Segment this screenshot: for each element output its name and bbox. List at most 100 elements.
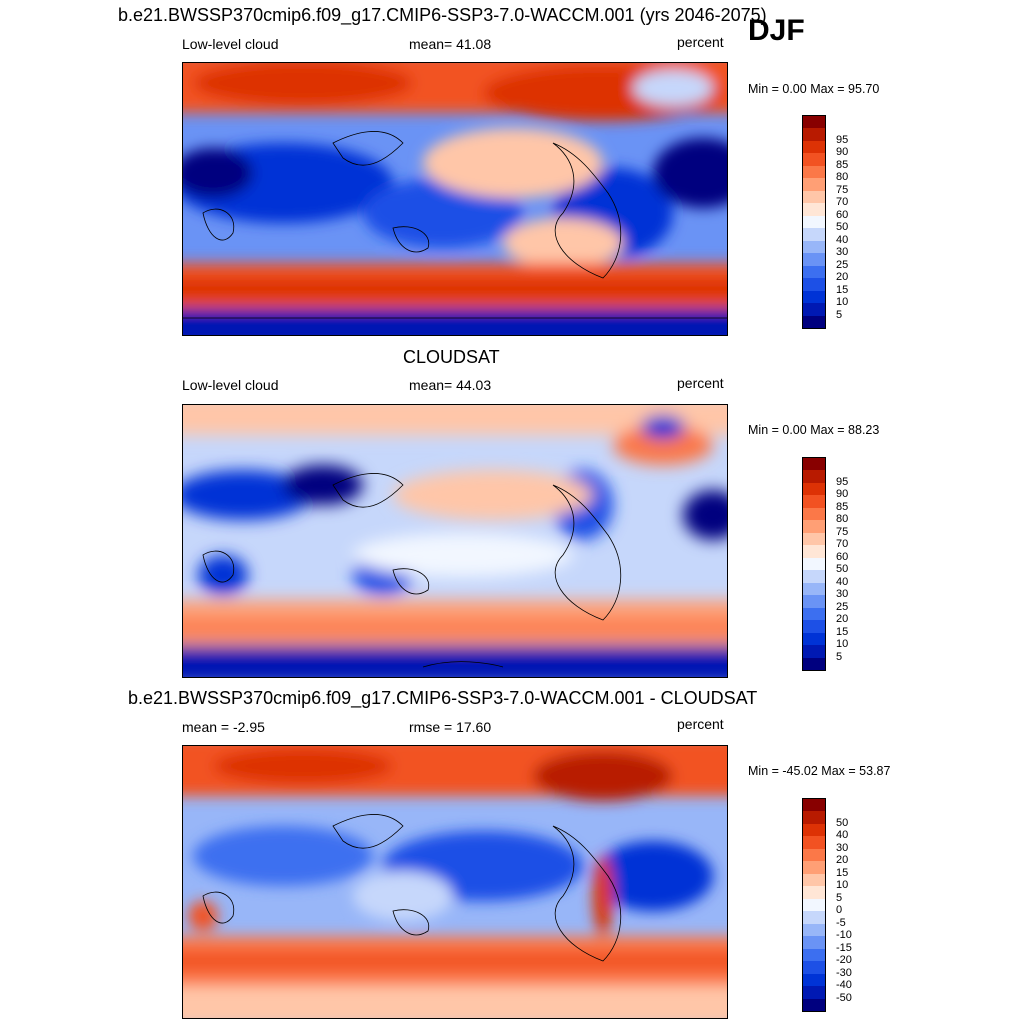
colorbar-tick-label: 30 [836, 246, 849, 259]
colorbar-tick-label: 5 [836, 650, 843, 663]
colorbar-tick-label: 20 [836, 613, 849, 626]
colorbar-tick-label: 90 [836, 146, 849, 159]
colorbar-tick-label: 85 [836, 500, 849, 513]
colorbar-segment [803, 278, 825, 291]
map-diff-field [183, 746, 727, 1018]
colorbar-tick-label: -50 [836, 991, 852, 1004]
colorbar-tick-label: 95 [836, 475, 849, 488]
colorbar-tick-label: 15 [836, 866, 849, 879]
colorbar-tick-label: 0 [836, 904, 843, 917]
colorbar-tick-label: -30 [836, 966, 852, 979]
colorbar-tick-label: 80 [836, 513, 849, 526]
colorbar-segment [803, 898, 825, 912]
colorbar-tick-label: 75 [836, 525, 849, 538]
colorbar-segment [803, 799, 825, 812]
colorbar-segment [803, 836, 825, 849]
colorbar-tick-label: 85 [836, 158, 849, 171]
colorbar-segment [803, 178, 825, 191]
mean-label: mean= 44.03 [409, 377, 492, 393]
panel-title: b.e21.BWSSP370cmip6.f09_g17.CMIP6-SSP3-7… [128, 688, 758, 708]
colorbar-segment [803, 190, 825, 204]
coastlines [183, 131, 727, 319]
colorbar-segment [803, 545, 825, 558]
colorbar-tick-label: 30 [836, 841, 849, 854]
colorbar-segment [803, 998, 825, 1011]
colorbar-tick-label: -20 [836, 954, 852, 967]
minmax-label: Min = 0.00 Max = 88.23 [748, 423, 880, 437]
map-obs-field [183, 405, 727, 677]
colorbar-segment [803, 470, 825, 483]
colorbar [802, 115, 826, 329]
colorbar-segment [803, 911, 825, 924]
colorbar-segment [803, 973, 825, 987]
colorbar-segment [803, 532, 825, 546]
colorbar [802, 798, 826, 1012]
colorbar-segment [803, 165, 825, 179]
colorbar-segment [803, 458, 825, 471]
colorbar-segment [803, 116, 825, 129]
colorbar-segment [803, 861, 825, 874]
colorbar-segment [803, 886, 825, 899]
panel-title: CLOUDSAT [403, 347, 500, 367]
panel-title: b.e21.BWSSP370cmip6.f09_g17.CMIP6-SSP3-7… [118, 5, 767, 25]
variable-label: Low-level cloud [182, 36, 279, 52]
colorbar-segment [803, 823, 825, 837]
colorbar-segment [803, 607, 825, 621]
colorbar-tick-label: 30 [836, 588, 849, 601]
colorbar-tick-label: 5 [836, 891, 843, 904]
colorbar-tick-label: 50 [836, 221, 849, 234]
variable-label: Low-level cloud [182, 377, 279, 393]
colorbar-segment [803, 128, 825, 141]
colorbar-segment [803, 811, 825, 824]
colorbar-segment [803, 215, 825, 229]
minmax-label: Min = -45.02 Max = 53.87 [748, 764, 891, 778]
colorbar-tick-label: 70 [836, 196, 849, 209]
colorbar-segment [803, 240, 825, 254]
colorbar-tick-label: 80 [836, 171, 849, 184]
colorbar-tick-label: -15 [836, 941, 852, 954]
colorbar-segment [803, 936, 825, 949]
colorbar-segment [803, 961, 825, 974]
colorbar-tick-label: -10 [836, 929, 852, 942]
colorbar-segment [803, 495, 825, 508]
colorbar-segment [803, 203, 825, 216]
colorbar-tick-label: 10 [836, 638, 849, 651]
colorbar-tick-label: 40 [836, 829, 849, 842]
colorbar-segment [803, 632, 825, 646]
colorbar-tick-label: 15 [836, 625, 849, 638]
colorbar-tick-label: -5 [836, 916, 846, 929]
units-label: percent [677, 34, 724, 50]
colorbar-tick-label: 15 [836, 283, 849, 296]
colorbar-tick-label: 50 [836, 563, 849, 576]
map-model [182, 62, 728, 336]
map-model-field [183, 63, 727, 335]
colorbar-tick-label: 40 [836, 575, 849, 588]
colorbar-segment [803, 582, 825, 596]
colorbar-segment [803, 482, 825, 496]
coastlines [202, 473, 622, 668]
colorbar-tick-label: 60 [836, 208, 849, 221]
colorbar-segment [803, 570, 825, 583]
map-diff [182, 745, 728, 1019]
colorbar-segment [803, 557, 825, 571]
colorbar-segment [803, 153, 825, 166]
rmse-label: rmse = 17.60 [409, 719, 492, 735]
season-label: DJF [748, 14, 805, 47]
colorbar-segment [803, 986, 825, 999]
colorbar-tick-label: 20 [836, 271, 849, 284]
colorbar-segment [803, 228, 825, 241]
colorbar-segment [803, 595, 825, 608]
colorbar-segment [803, 657, 825, 670]
colorbar-tick-label: 10 [836, 296, 849, 309]
colorbar-tick-label: -40 [836, 979, 852, 992]
colorbar-tick-label: 10 [836, 879, 849, 892]
colorbar-tick-label: 40 [836, 233, 849, 246]
colorbar-segment [803, 140, 825, 154]
minmax-label: Min = 0.00 Max = 95.70 [748, 82, 880, 96]
colorbar-segment [803, 507, 825, 521]
colorbar-tick-label: 50 [836, 816, 849, 829]
colorbar-tick-label: 70 [836, 538, 849, 551]
coastlines [202, 814, 622, 962]
colorbar-segment [803, 520, 825, 533]
map-obs [182, 404, 728, 678]
